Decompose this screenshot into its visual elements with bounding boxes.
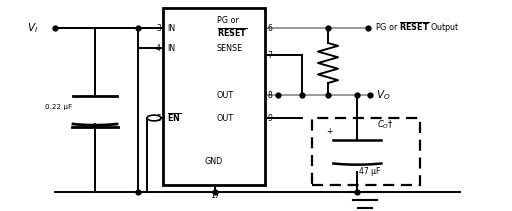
- Text: $\overline{\mathbf{EN}}$: $\overline{\mathbf{EN}}$: [167, 112, 181, 124]
- Text: IN: IN: [167, 23, 175, 32]
- Text: IN: IN: [167, 43, 175, 53]
- Text: OUT: OUT: [217, 91, 233, 100]
- Text: SENSE: SENSE: [217, 43, 243, 53]
- Text: 3: 3: [156, 23, 161, 32]
- Bar: [163, 8, 265, 185]
- Text: $C_O$†: $C_O$†: [377, 118, 394, 131]
- Text: PG or $\overline{\mathbf{RESET}}$ Output: PG or $\overline{\mathbf{RESET}}$ Output: [375, 20, 460, 35]
- Text: 7: 7: [267, 50, 272, 60]
- Text: 6: 6: [267, 23, 272, 32]
- Text: GND: GND: [205, 157, 223, 166]
- Text: PG or: PG or: [217, 15, 239, 24]
- Text: 5: 5: [156, 114, 161, 123]
- Text: $\overline{\mathbf{RESET}}$: $\overline{\mathbf{RESET}}$: [217, 27, 247, 39]
- Text: +: +: [326, 127, 333, 136]
- Text: OUT: OUT: [217, 114, 233, 123]
- Text: 17: 17: [210, 191, 220, 199]
- Text: 8: 8: [267, 91, 272, 100]
- Text: $V_O$: $V_O$: [376, 88, 391, 102]
- Text: $V_I$: $V_I$: [27, 21, 38, 35]
- Text: 47 μF: 47 μF: [359, 167, 381, 176]
- Text: 0.22 μF: 0.22 μF: [45, 104, 72, 110]
- Circle shape: [147, 115, 161, 121]
- Text: 4: 4: [156, 43, 161, 53]
- Bar: [312, 118, 420, 185]
- Text: 9: 9: [267, 114, 272, 123]
